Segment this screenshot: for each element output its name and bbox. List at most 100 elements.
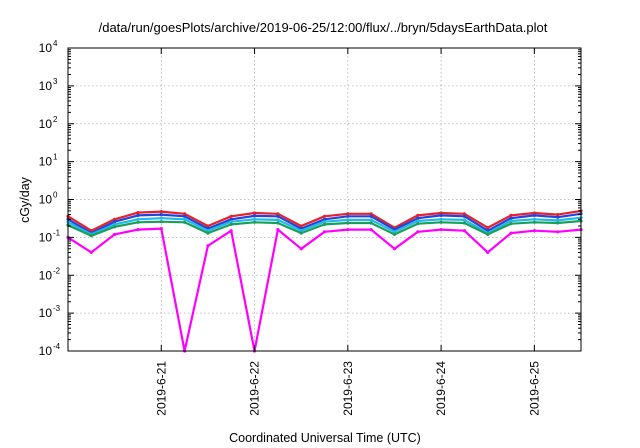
data-point xyxy=(252,220,257,224)
data-point xyxy=(392,232,397,236)
y-tick-label: 10 xyxy=(39,268,53,282)
y-tick-exponent: 1 xyxy=(53,153,58,162)
data-point xyxy=(416,230,420,234)
data-point xyxy=(416,213,420,217)
data-point xyxy=(136,228,140,232)
y-tick-exponent: 2 xyxy=(53,115,58,124)
data-point xyxy=(532,213,537,217)
x-tick-label: 2019-6-25 xyxy=(527,361,541,416)
data-point xyxy=(462,229,466,233)
data-point xyxy=(392,247,397,251)
data-point xyxy=(229,229,233,233)
data-point xyxy=(532,229,537,233)
data-point xyxy=(486,232,490,236)
data-point xyxy=(462,221,466,225)
data-point xyxy=(439,211,443,215)
x-axis-ticks: 2019-6-21 2019-6-22 2019-6-23 2019-6-24 2019… xyxy=(154,48,541,416)
y-tick-exponent: -3 xyxy=(53,304,61,313)
y-tick-exponent: 3 xyxy=(53,77,58,86)
data-point xyxy=(136,211,140,215)
data-point xyxy=(462,218,466,222)
data-point xyxy=(299,231,303,235)
data-point xyxy=(113,217,117,221)
data-point xyxy=(89,250,93,254)
data-point xyxy=(532,217,537,221)
data-point xyxy=(276,221,280,225)
data-point xyxy=(113,222,117,226)
data-point xyxy=(322,222,327,226)
data-point xyxy=(346,218,350,222)
series-3 xyxy=(66,216,583,236)
data-point xyxy=(416,219,420,223)
y-tick-exponent: 4 xyxy=(53,39,58,48)
data-point xyxy=(322,214,327,218)
data-point xyxy=(509,216,513,220)
y-tick-label: 10 xyxy=(39,193,53,207)
data-point xyxy=(159,220,163,224)
data-point xyxy=(439,217,443,221)
data-point xyxy=(322,217,327,221)
data-point xyxy=(299,247,303,251)
x-tick-label: 2019-6-23 xyxy=(341,361,355,416)
data-point xyxy=(206,224,210,228)
data-point xyxy=(322,230,327,234)
data-point xyxy=(252,214,257,218)
data-point xyxy=(136,220,140,224)
data-point xyxy=(369,218,373,222)
data-point xyxy=(439,220,443,224)
data-point xyxy=(556,221,560,225)
data-point xyxy=(556,215,560,219)
x-tick-label: 2019-6-22 xyxy=(248,361,262,416)
x-tick-label: 2019-6-21 xyxy=(154,361,168,416)
data-point xyxy=(416,222,420,226)
data-point xyxy=(183,220,187,224)
data-point xyxy=(229,222,233,226)
data-point xyxy=(183,212,187,216)
data-point xyxy=(276,218,280,222)
data-point xyxy=(462,214,466,218)
chart-title: /data/run/goesPlots/archive/2019-06-25/1… xyxy=(99,20,548,35)
data-point xyxy=(89,234,93,238)
data-point xyxy=(346,212,350,216)
data-point xyxy=(276,214,280,218)
grid-lines xyxy=(68,48,581,351)
data-point xyxy=(462,212,466,216)
y-tick-label: 10 xyxy=(39,230,53,244)
data-point xyxy=(276,212,280,216)
data-point xyxy=(159,213,163,217)
series-line xyxy=(67,227,582,353)
data-point xyxy=(159,216,163,220)
data-point xyxy=(439,228,443,232)
data-point xyxy=(159,227,163,231)
data-point xyxy=(416,216,420,220)
series-5 xyxy=(66,227,583,353)
data-point xyxy=(252,217,257,221)
series-layer xyxy=(66,209,583,353)
data-point xyxy=(509,231,513,235)
data-point xyxy=(136,213,140,217)
data-point xyxy=(369,228,373,232)
y-tick-exponent: -2 xyxy=(53,266,61,275)
data-point xyxy=(486,250,490,254)
series-1 xyxy=(66,209,583,233)
x-axis-label: Coordinated Universal Time (UTC) xyxy=(229,431,421,445)
data-point xyxy=(346,228,350,232)
data-point xyxy=(276,228,280,232)
x-tick-label: 2019-6-24 xyxy=(434,361,448,416)
data-point xyxy=(299,224,303,228)
y-tick-exponent: -4 xyxy=(53,342,61,351)
data-point xyxy=(299,229,303,233)
data-point xyxy=(183,214,187,218)
data-point xyxy=(509,219,513,223)
data-point xyxy=(136,217,140,221)
y-tick-label: 10 xyxy=(39,344,53,358)
data-point xyxy=(369,221,373,225)
y-tick-label: 10 xyxy=(39,79,53,93)
data-point xyxy=(556,218,560,222)
data-point xyxy=(229,220,233,224)
data-point xyxy=(206,231,210,235)
y-tick-label: 10 xyxy=(39,306,53,320)
series-4 xyxy=(66,219,583,238)
data-point xyxy=(509,222,513,226)
